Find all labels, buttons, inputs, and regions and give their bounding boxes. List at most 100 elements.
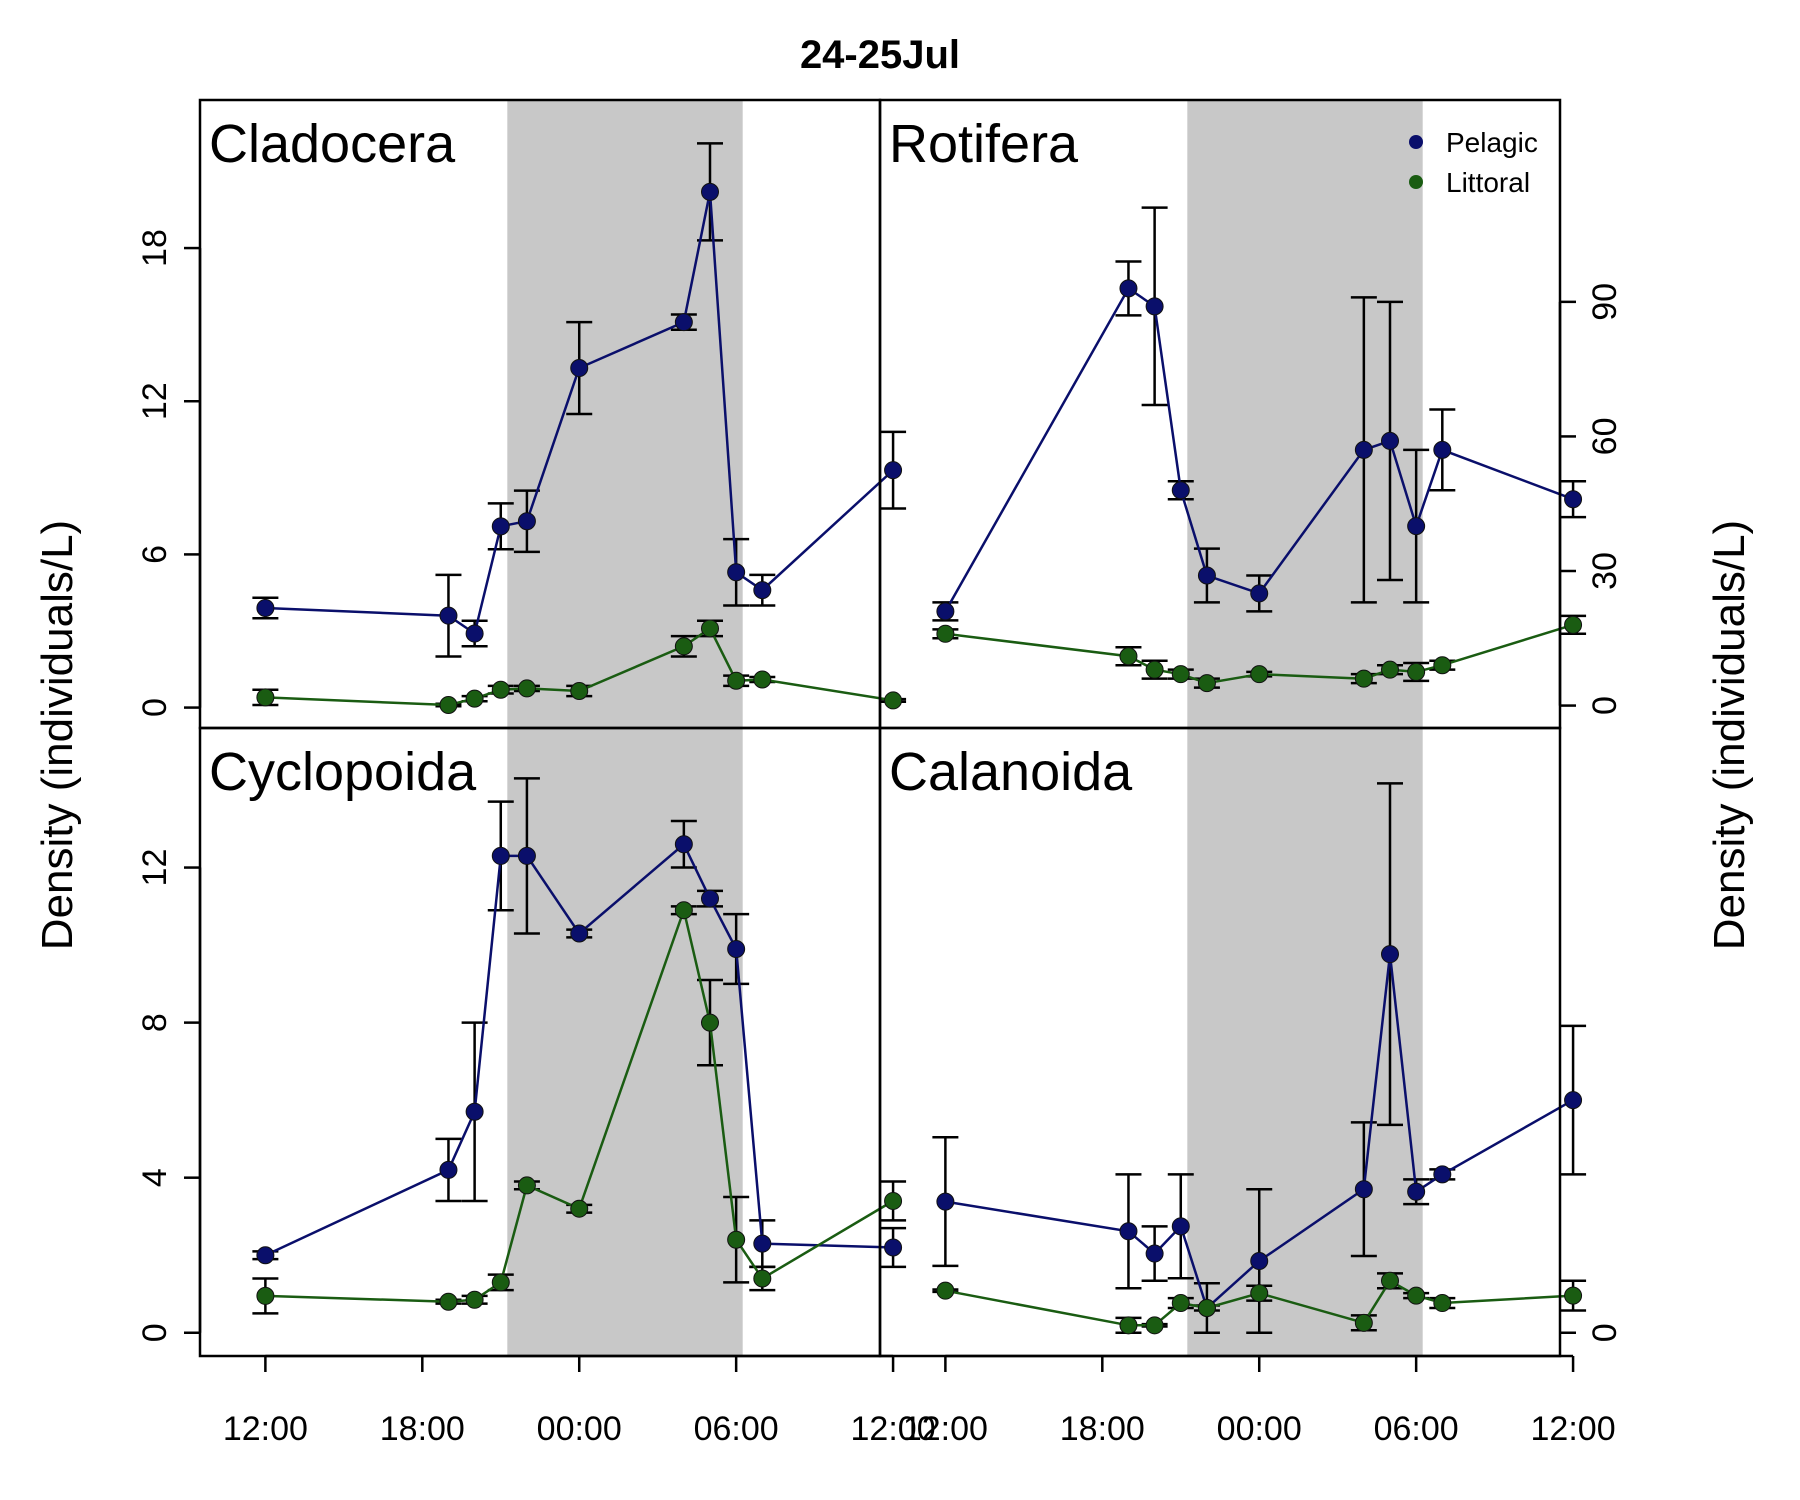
x-tick-label: 12:00 (223, 1410, 308, 1448)
data-point-littoral (884, 1191, 903, 1210)
data-point-littoral (1250, 665, 1269, 684)
data-point-pelagic (936, 1192, 955, 1211)
data-point-pelagic (674, 313, 693, 332)
panel-rotifera: Rotifera (889, 100, 1587, 728)
x-tick-label: 18:00 (380, 1410, 465, 1448)
data-point-littoral (727, 1230, 746, 1249)
data-point-pelagic (465, 1102, 484, 1121)
data-point-littoral (1433, 656, 1452, 675)
data-point-pelagic (1433, 440, 1452, 459)
night-shading (1187, 100, 1423, 728)
data-point-littoral (465, 689, 484, 708)
panel-calanoida: Calanoida (889, 728, 1587, 1356)
x-tick-label: 06:00 (694, 1410, 779, 1448)
legend-label-pelagic: Pelagic (1446, 127, 1538, 158)
data-point-pelagic (1119, 1222, 1138, 1241)
data-point-littoral (936, 624, 955, 643)
data-point-littoral (1197, 1298, 1216, 1317)
data-point-pelagic (570, 359, 589, 378)
data-point-pelagic (1381, 431, 1399, 450)
data-point-littoral (701, 1013, 719, 1032)
data-point-littoral (570, 1199, 589, 1218)
legend-label-littoral: Littoral (1446, 167, 1530, 198)
data-point-littoral (1407, 662, 1426, 681)
data-point-littoral (701, 619, 719, 638)
data-point-pelagic (256, 599, 275, 618)
data-point-littoral (491, 1273, 510, 1292)
data-point-littoral (439, 696, 458, 715)
data-point-littoral (1171, 1294, 1190, 1313)
y-tick-label: 8 (136, 1013, 174, 1032)
data-point-pelagic (1145, 1244, 1164, 1263)
y-tick-label: 0 (136, 698, 174, 717)
data-point-littoral (1433, 1294, 1452, 1313)
data-point-pelagic (570, 924, 589, 943)
data-point-pelagic (701, 182, 719, 201)
data-point-pelagic (884, 461, 903, 480)
data-point-pelagic (256, 1246, 275, 1265)
x-tick-label: 06:00 (1374, 1410, 1459, 1448)
y-tick-label: 18 (136, 229, 174, 267)
data-point-littoral (1354, 1313, 1373, 1332)
data-point-pelagic (1197, 566, 1216, 585)
data-point-pelagic (1250, 584, 1269, 603)
panel-cyclopoida: Cyclopoida (209, 728, 907, 1356)
data-point-pelagic (439, 606, 458, 625)
panel-title: Calanoida (889, 742, 1133, 802)
data-point-pelagic (1250, 1251, 1269, 1270)
y-tick-label: 90 (1586, 283, 1624, 321)
x-tick-label: 00:00 (1217, 1410, 1302, 1448)
data-point-pelagic (1433, 1165, 1452, 1184)
data-point-pelagic (1171, 481, 1190, 500)
data-point-littoral (884, 691, 903, 710)
data-point-pelagic (1119, 279, 1138, 298)
night-shading (1187, 728, 1423, 1356)
data-point-pelagic (753, 1234, 772, 1253)
data-point-littoral (1381, 660, 1399, 679)
data-point-littoral (1564, 615, 1583, 634)
data-point-pelagic (884, 1238, 903, 1257)
data-point-littoral (1171, 665, 1190, 684)
data-point-pelagic (1354, 440, 1373, 459)
data-point-littoral (936, 1281, 955, 1300)
data-point-pelagic (439, 1160, 458, 1179)
data-point-littoral (753, 1269, 772, 1288)
panel-title: Rotifera (889, 114, 1079, 174)
y-tick-label: 12 (136, 849, 174, 887)
data-point-pelagic (1564, 490, 1583, 509)
data-point-littoral (727, 671, 746, 690)
x-tick-label: 18:00 (1060, 1410, 1145, 1448)
y-tick-label: 30 (1586, 552, 1624, 590)
y-axis-label-left: Density (individuals/L) (33, 520, 82, 950)
data-point-littoral (256, 1286, 275, 1305)
y-tick-label: 0 (136, 1323, 174, 1342)
data-point-pelagic (936, 602, 955, 621)
data-point-littoral (570, 681, 589, 700)
data-point-littoral (1381, 1271, 1399, 1290)
data-point-pelagic (1407, 1182, 1426, 1201)
data-point-littoral (1145, 1316, 1164, 1335)
y-tick-label: 0 (1586, 1323, 1624, 1342)
data-point-littoral (1119, 647, 1138, 666)
data-point-littoral (1407, 1286, 1426, 1305)
data-point-littoral (1250, 1284, 1269, 1303)
data-point-pelagic (491, 846, 510, 865)
data-point-littoral (753, 670, 772, 689)
data-point-pelagic (1145, 297, 1164, 316)
data-point-littoral (1564, 1286, 1583, 1305)
x-tick-label: 12:00 (903, 1410, 988, 1448)
legend-marker-littoral (1409, 175, 1423, 189)
x-tick-label: 00:00 (537, 1410, 622, 1448)
data-point-pelagic (674, 835, 693, 854)
x-tick-label: 12:00 (851, 1410, 936, 1448)
y-axis-label-right: Density (individuals/L) (1705, 520, 1754, 950)
y-tick-label: 4 (136, 1168, 174, 1187)
y-tick-label: 60 (1586, 418, 1624, 456)
data-point-littoral (1145, 660, 1164, 679)
data-point-pelagic (1354, 1180, 1373, 1199)
data-point-pelagic (491, 517, 510, 536)
data-point-littoral (491, 680, 510, 699)
panel-cladocera: Cladocera (209, 100, 907, 728)
data-point-littoral (674, 637, 693, 656)
y-tick-label: 0 (1586, 696, 1624, 715)
